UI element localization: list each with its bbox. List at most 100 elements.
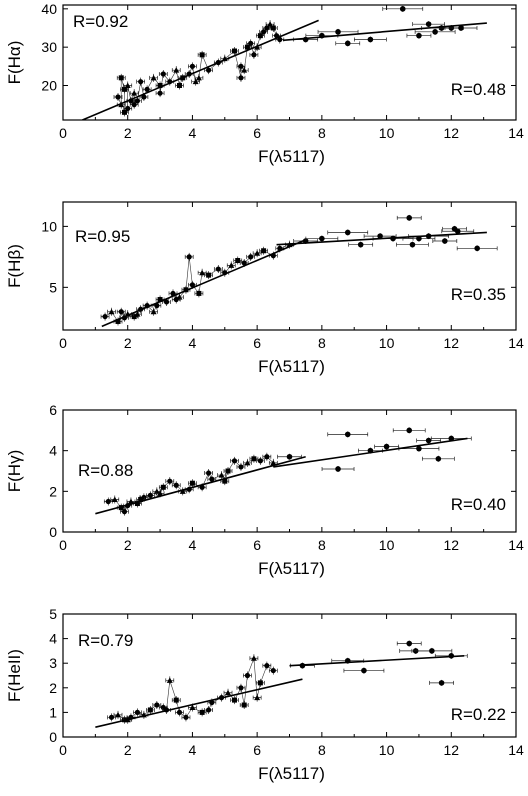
data-point — [199, 52, 205, 58]
data-point — [406, 640, 413, 647]
data-layer — [100, 214, 498, 328]
data-point — [199, 269, 206, 276]
data-point — [115, 711, 122, 718]
data-point — [115, 94, 121, 100]
data-point — [134, 98, 141, 104]
data-point — [167, 478, 173, 484]
correlation-label: R=0.22 — [451, 705, 506, 724]
data-point — [344, 229, 351, 236]
data-point — [147, 707, 153, 713]
x-tick-label: 10 — [379, 335, 395, 351]
x-tick-label: 12 — [443, 125, 459, 141]
data-point — [150, 308, 157, 315]
y-axis-title: F(Hβ) — [5, 244, 24, 288]
data-point — [357, 241, 364, 248]
trace-line — [104, 244, 290, 323]
data-point — [335, 29, 341, 35]
correlation-label: R=0.88 — [78, 461, 133, 480]
data-point — [192, 78, 199, 85]
x-tick-label: 2 — [124, 125, 132, 141]
data-point — [425, 21, 432, 27]
data-point — [186, 254, 192, 260]
data-point — [154, 702, 160, 708]
data-point — [248, 40, 254, 46]
fit-line — [276, 231, 487, 246]
data-point — [264, 25, 270, 31]
data-point — [138, 79, 144, 85]
data-point — [344, 40, 351, 47]
data-point — [157, 83, 163, 88]
x-tick-label: 8 — [318, 125, 326, 141]
x-tick-label: 6 — [253, 742, 261, 758]
x-tick-label: 12 — [443, 537, 459, 553]
data-point — [108, 714, 115, 720]
y-axis-title: F(HeII) — [5, 649, 24, 702]
x-tick-label: 2 — [124, 335, 132, 351]
data-point — [121, 86, 127, 92]
data-point — [319, 235, 325, 242]
correlation-label: R=0.95 — [75, 227, 130, 246]
x-axis-title: F(λ5117) — [258, 764, 325, 783]
fit-line — [273, 437, 468, 468]
data-point — [111, 496, 118, 502]
data-point — [474, 245, 480, 252]
data-point — [153, 488, 160, 494]
data-point — [270, 667, 276, 674]
data-point — [173, 296, 179, 303]
data-point — [138, 496, 144, 502]
x-tick-label: 4 — [189, 537, 197, 553]
data-point — [257, 458, 263, 464]
x-tick-label: 4 — [189, 125, 197, 141]
plot-frame — [62, 201, 517, 331]
data-point — [166, 677, 173, 683]
data-point — [157, 90, 163, 96]
data-point — [231, 458, 238, 464]
data-point — [131, 90, 138, 96]
x-tick-label: 12 — [443, 335, 459, 351]
data-point — [189, 282, 196, 288]
data-point — [173, 697, 179, 703]
data-point — [244, 459, 251, 466]
data-point — [196, 290, 202, 296]
data-point — [442, 238, 448, 244]
data-point — [173, 482, 179, 488]
data-point — [215, 266, 221, 272]
fit-line — [95, 455, 306, 515]
data-point — [238, 464, 244, 470]
chart-panel-1: 0 2 4 6 8 10 12 14 20 30 40 F(λ5117) F(Hα) R=0.92 R=0.… — [5, 1, 524, 166]
data-point — [118, 505, 124, 511]
data-point — [134, 311, 141, 317]
data-point — [131, 314, 137, 320]
data-point — [429, 648, 435, 654]
data-point — [228, 262, 235, 268]
data-point — [241, 260, 247, 266]
data-point — [377, 233, 383, 239]
data-point — [222, 478, 228, 484]
data-point — [277, 36, 283, 43]
data-point — [261, 29, 267, 35]
data-point — [231, 697, 237, 703]
x-axis-title: F(λ5117) — [258, 559, 325, 578]
data-point — [157, 297, 163, 303]
y-tick-label: 4 — [49, 631, 57, 647]
x-tick-label: 8 — [318, 537, 326, 553]
data-point — [134, 501, 140, 507]
x-tick-label: 10 — [379, 742, 395, 758]
correlation-label: R=0.48 — [451, 80, 506, 99]
y-tick-label: 6 — [49, 402, 57, 418]
data-point — [235, 258, 241, 264]
x-tick-label: 8 — [318, 335, 326, 351]
x-axis-title: F(λ5117) — [258, 147, 325, 166]
fit-line — [82, 19, 319, 120]
fit-line — [289, 655, 465, 667]
x-tick-label: 6 — [253, 125, 261, 141]
data-point — [416, 445, 422, 452]
x-tick-label: 14 — [508, 537, 524, 553]
data-point — [238, 63, 244, 69]
data-point — [344, 431, 351, 438]
y-tick-label: 2 — [49, 680, 57, 696]
data-point — [225, 689, 232, 696]
data-point — [124, 82, 131, 88]
data-point — [251, 52, 257, 58]
